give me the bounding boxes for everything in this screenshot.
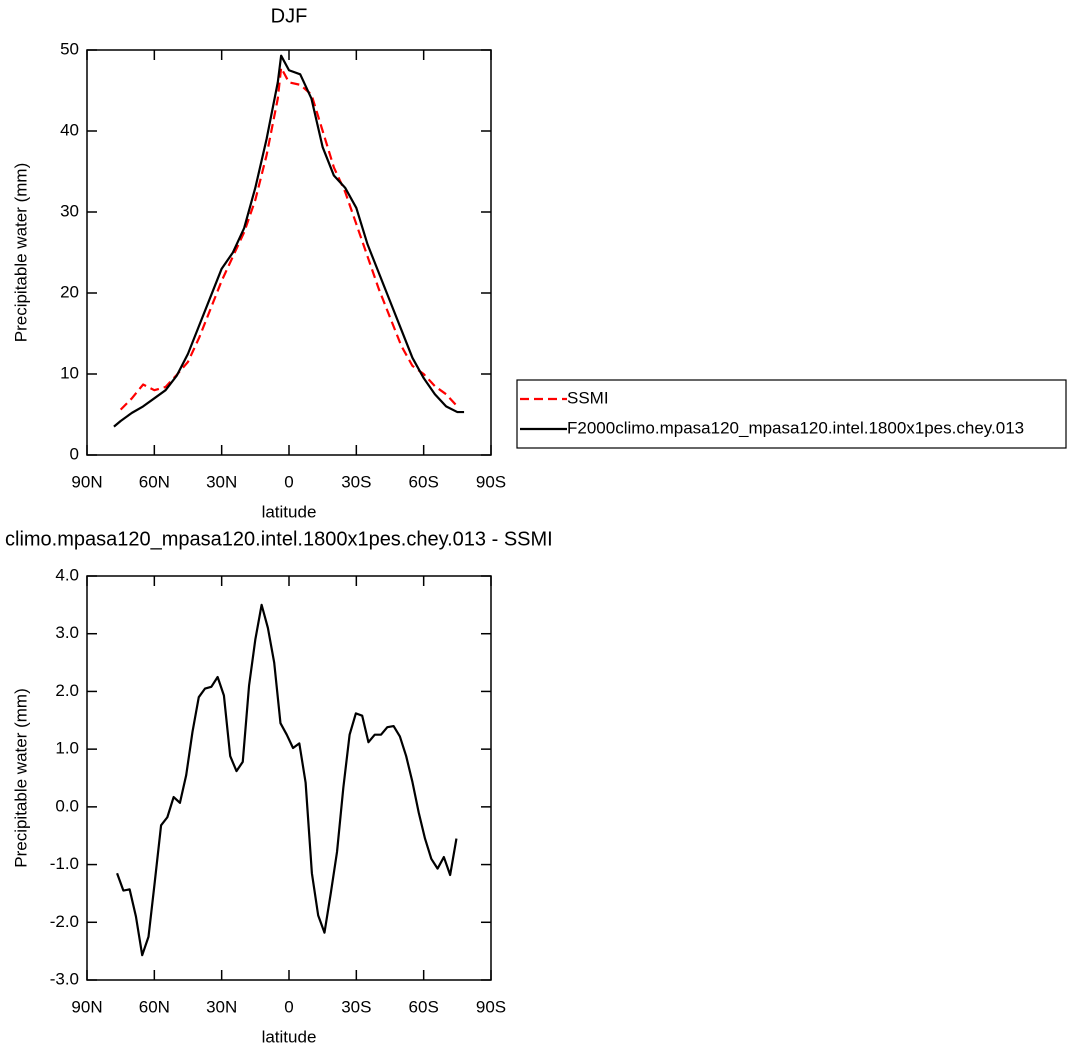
x-tick-label: 90N (71, 997, 102, 1016)
legend-label: F2000climo.mpasa120_mpasa120.intel.1800x… (567, 418, 1024, 437)
y-tick-label: 10 (60, 363, 79, 382)
x-tick-label: 90S (476, 997, 506, 1016)
x-axis-label: latitude (262, 1027, 317, 1046)
y-tick-label: -2.0 (50, 912, 79, 931)
x-tick-label: 30S (341, 472, 371, 491)
y-tick-label: 50 (60, 39, 79, 58)
x-tick-label: 30S (341, 997, 371, 1016)
y-tick-label: 4.0 (55, 565, 79, 584)
y-axis-label: Precipitable water (mm) (11, 688, 30, 868)
y-tick-label: 1.0 (55, 739, 79, 758)
y-tick-label: -3.0 (50, 969, 79, 988)
y-tick-label: 3.0 (55, 623, 79, 642)
x-tick-label: 60N (139, 472, 170, 491)
x-tick-label: 60S (409, 997, 439, 1016)
plot-frame (86, 49, 492, 456)
legend-label: SSMI (567, 388, 609, 407)
data-line (113, 54, 465, 428)
chart-title: climo.mpasa120_mpasa120.intel.1800x1pes.… (5, 528, 553, 550)
data-line (116, 603, 458, 957)
data-line (119, 66, 459, 411)
x-tick-label: 90N (71, 472, 102, 491)
x-tick-label: 0 (284, 997, 293, 1016)
plot-frame (86, 575, 492, 981)
x-tick-label: 90S (476, 472, 506, 491)
y-tick-label: 0 (70, 444, 79, 463)
y-axis-label: Precipitable water (mm) (11, 163, 30, 343)
y-tick-label: -1.0 (50, 854, 79, 873)
y-tick-label: 30 (60, 201, 79, 220)
x-tick-label: 0 (284, 472, 293, 491)
x-tick-label: 60N (139, 997, 170, 1016)
x-tick-label: 60S (409, 472, 439, 491)
y-tick-label: 40 (60, 120, 79, 139)
y-tick-label: 2.0 (55, 681, 79, 700)
chart-title: DJF (271, 5, 308, 27)
x-tick-label: 30N (206, 997, 237, 1016)
y-tick-label: 0.0 (55, 796, 79, 815)
x-axis-label: latitude (262, 502, 317, 521)
x-tick-label: 30N (206, 472, 237, 491)
y-tick-label: 20 (60, 282, 79, 301)
legend-box (516, 379, 1067, 449)
